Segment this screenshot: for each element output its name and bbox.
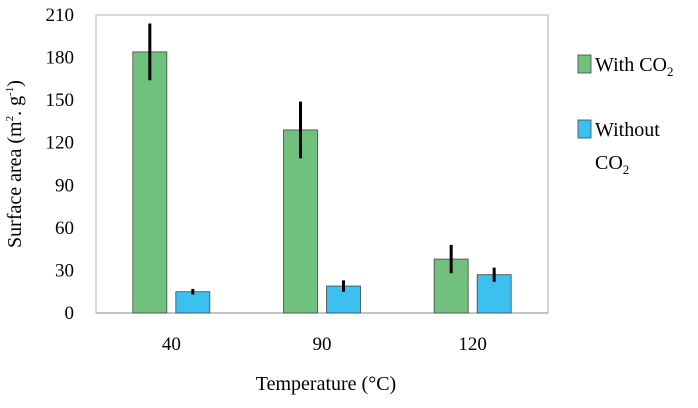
y-axis-title: Surface area (m2. g-1) bbox=[4, 80, 26, 248]
y-tick-label: 60 bbox=[55, 218, 74, 239]
y-tick-label: 150 bbox=[46, 90, 75, 111]
legend-swatch bbox=[577, 54, 592, 74]
x-tick-label: 40 bbox=[162, 334, 181, 355]
bar-with-co2 bbox=[283, 129, 318, 314]
bars bbox=[132, 51, 512, 314]
bar-without-co2 bbox=[175, 291, 211, 314]
plot-area bbox=[95, 14, 549, 314]
legend-label: Without bbox=[595, 119, 660, 141]
x-tick-label: 90 bbox=[313, 334, 332, 355]
x-tick-label: 120 bbox=[458, 334, 487, 355]
y-tick-label: 210 bbox=[46, 5, 75, 26]
y-tick-label: 0 bbox=[65, 303, 75, 324]
legend-label: CO2 bbox=[595, 152, 629, 177]
y-tick-label: 90 bbox=[55, 175, 74, 196]
bar-with-co2 bbox=[132, 51, 168, 314]
x-axis-title: Temperature (°C) bbox=[256, 373, 396, 395]
y-tick-label: 180 bbox=[46, 48, 75, 69]
x-axis: 40 90 120 bbox=[96, 312, 548, 355]
legend-swatch bbox=[577, 119, 592, 139]
y-tick-label: 120 bbox=[46, 133, 75, 154]
y-tick-label: 30 bbox=[55, 260, 74, 281]
error-bars bbox=[148, 23, 496, 295]
legend: With CO2 Without CO2 bbox=[577, 54, 673, 177]
legend-label: With CO2 bbox=[595, 54, 673, 79]
y-axis: 0 30 60 90 120 150 180 210 bbox=[46, 5, 75, 324]
